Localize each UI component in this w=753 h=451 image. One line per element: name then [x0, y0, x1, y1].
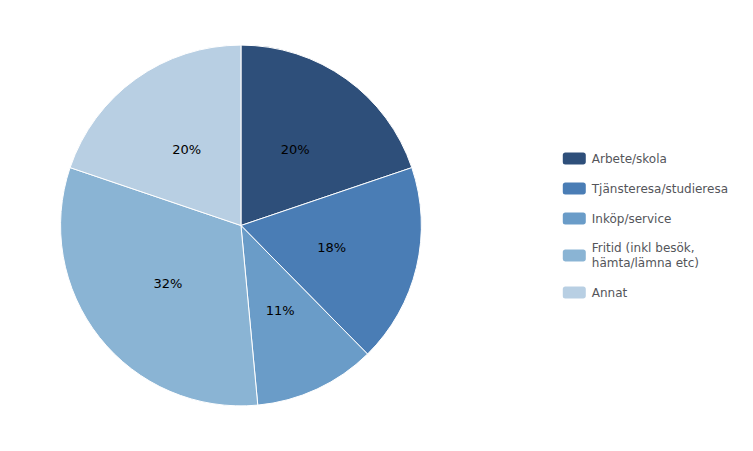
svg-text:Arbete/skola: Arbete/skola — [592, 152, 667, 166]
svg-text:32%: 32% — [153, 276, 182, 291]
svg-text:Inköp/service: Inköp/service — [592, 212, 672, 226]
svg-text:Tjänsteresa/studieresa: Tjänsteresa/studieresa — [591, 182, 728, 196]
svg-text:20%: 20% — [281, 142, 310, 157]
svg-text:18%: 18% — [317, 240, 346, 255]
svg-text:Fritid (inkl besök,: Fritid (inkl besök, — [592, 241, 695, 255]
svg-text:Annat: Annat — [592, 286, 628, 300]
svg-text:11%: 11% — [266, 303, 295, 318]
svg-text:20%: 20% — [172, 142, 201, 157]
svg-text:hämta/lämna etc): hämta/lämna etc) — [592, 256, 699, 270]
